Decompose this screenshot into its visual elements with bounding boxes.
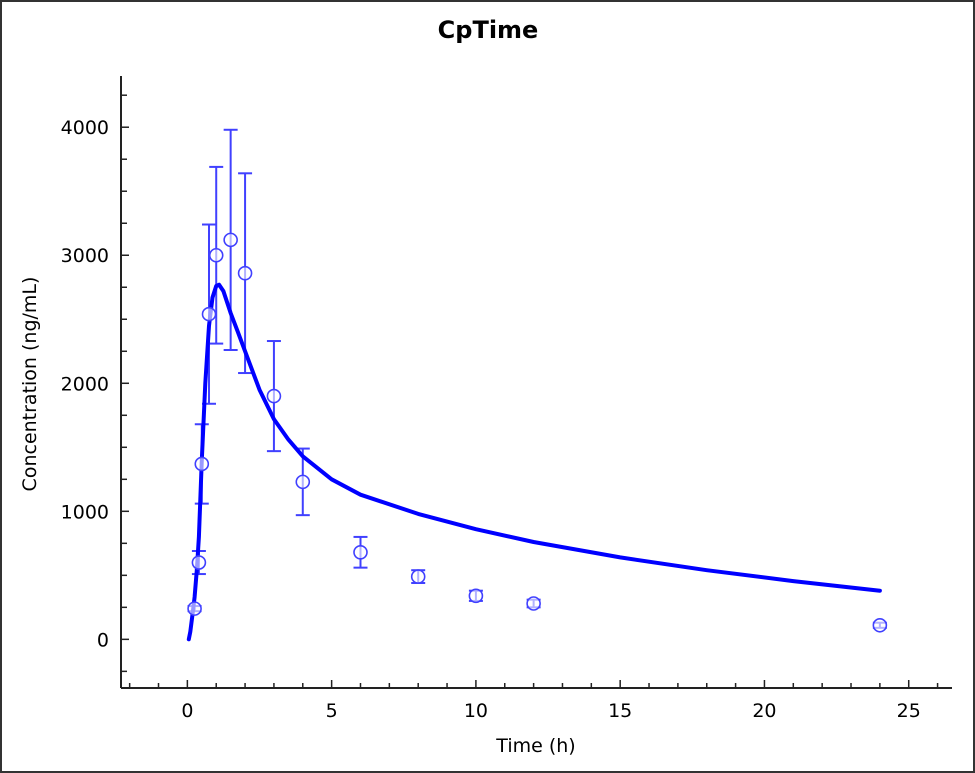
y-tick-label: 1000: [61, 501, 109, 523]
y-tick-label: 0: [97, 629, 109, 651]
observed-point: [201, 306, 217, 322]
observed-point: [410, 569, 426, 584]
observed-point: [208, 247, 224, 263]
observed-point: [468, 588, 484, 604]
observed-point: [266, 388, 282, 404]
y-tick-label: 3000: [61, 245, 109, 267]
x-tick-label: 25: [897, 700, 921, 722]
observed-point: [191, 555, 207, 570]
y-tick-label: 2000: [61, 373, 109, 395]
observed-point: [194, 456, 210, 472]
observed-point: [223, 232, 238, 248]
observed-point: [872, 617, 888, 633]
predicted-curve: [186, 282, 882, 642]
observed-point: [295, 474, 311, 490]
x-axis-label: Time (h): [495, 735, 575, 757]
observed-point: [353, 544, 368, 560]
observed-point: [187, 601, 202, 616]
x-tick-label: 20: [752, 700, 776, 722]
x-tick-label: 5: [326, 700, 338, 722]
observed-point: [237, 265, 253, 281]
x-tick-label: 10: [464, 700, 488, 722]
x-tick-label: 0: [181, 700, 193, 722]
observed-point: [526, 596, 541, 611]
y-tick-label: 4000: [61, 117, 109, 139]
x-tick-label: 15: [608, 700, 632, 722]
chart-title: CpTime: [438, 16, 539, 44]
y-axis-label: Concentration (ng/mL): [19, 277, 41, 492]
